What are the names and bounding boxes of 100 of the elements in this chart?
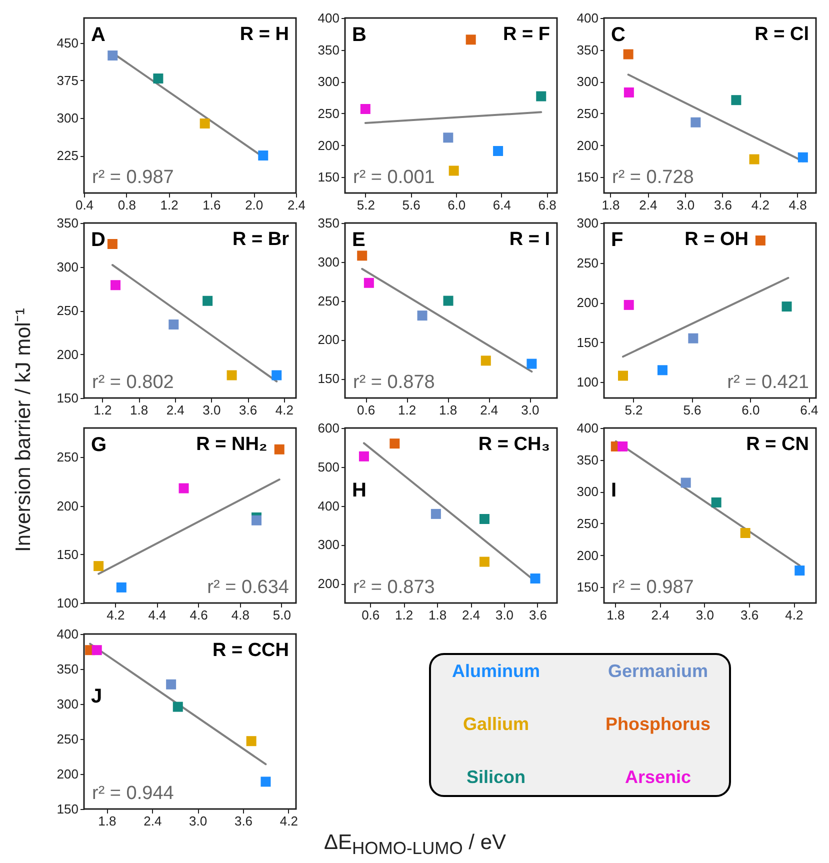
y-tick-label: 350 [318, 216, 340, 230]
point [782, 302, 792, 312]
point [92, 645, 102, 656]
point [443, 132, 454, 143]
y-tick-label: 350 [576, 42, 598, 58]
x-tick-label: 1.8 [606, 608, 625, 622]
y-tick-label: 250 [576, 106, 598, 121]
x-tick-label: 3.6 [528, 608, 548, 622]
y-tick-label: 350 [56, 216, 78, 230]
x-tick-label: 3.0 [676, 198, 695, 212]
y-tick-label: 200 [56, 346, 78, 362]
point [430, 508, 441, 519]
y-tick-label: 375 [56, 73, 78, 88]
y-tick-label: 500 [318, 459, 340, 474]
x-tick-label: 1.2 [160, 198, 178, 212]
point [448, 166, 459, 176]
y-tick-label: 350 [318, 42, 340, 58]
x-tick-label: 1.2 [395, 608, 414, 622]
y-tick-label: 300 [576, 484, 598, 500]
point [749, 154, 760, 164]
x-tick-label: 3.0 [189, 814, 208, 828]
point [116, 582, 126, 592]
x-tick-label: 2.0 [245, 198, 264, 212]
x-tick-label: 6.4 [800, 402, 818, 418]
y-tick-label: 100 [56, 596, 78, 610]
chart-title: R = F [503, 24, 550, 45]
annotation: r² = 0.634 [207, 577, 290, 598]
point [688, 333, 698, 344]
chart-title: R = NH₂ [196, 434, 268, 455]
chart-title: R = I [509, 229, 550, 250]
x-axis-title: ΔE$_{HOMO-LUMO}$ / eV [324, 830, 506, 860]
y-tick-label: 250 [56, 450, 78, 465]
x-tick-label: 3.6 [234, 814, 253, 828]
y-tick-label: 150 [576, 170, 598, 185]
x-tick-label: 1.2 [398, 402, 416, 418]
y-tick-label: 250 [576, 516, 598, 531]
y-tick-label: 300 [576, 74, 598, 90]
x-tick-label: 1.8 [98, 814, 116, 828]
point [360, 104, 370, 114]
y-tick-label: 200 [576, 138, 598, 153]
point [226, 370, 237, 380]
point [755, 236, 766, 246]
x-tick-label: 1.8 [439, 402, 458, 418]
point [466, 34, 476, 45]
point [711, 497, 722, 508]
chart-title: R = Br [232, 229, 290, 250]
annotation: G [91, 434, 107, 456]
annotation: r² = 0.987 [92, 167, 174, 188]
point [731, 95, 742, 106]
x-tick-label: 4.4 [148, 608, 166, 622]
point [794, 566, 805, 576]
point [94, 561, 104, 572]
y-tick-label: 300 [56, 696, 78, 712]
chart-title: R = H [240, 24, 289, 45]
point [390, 438, 400, 449]
y-tick-label: 150 [56, 546, 78, 562]
y-tick-label: 150 [318, 371, 340, 386]
y-tick-label: 200 [56, 498, 78, 514]
chart-title: R = Cl [754, 24, 809, 45]
chart-title: R = CH₃ [478, 434, 550, 455]
x-tick-label: 1.8 [130, 402, 148, 418]
y-tick-label: 300 [318, 254, 340, 270]
x-tick-label: 6.0 [448, 198, 466, 212]
annotation: r² = 0.987 [612, 577, 694, 598]
x-tick-label: 4.2 [106, 608, 125, 622]
y-tick-label: 300 [318, 74, 340, 90]
x-tick-label: 5.2 [356, 198, 375, 212]
point [530, 574, 540, 584]
point [110, 280, 120, 290]
x-tick-label: 1.6 [202, 198, 221, 212]
y-tick-label: 200 [576, 548, 598, 563]
annotation: r² = 0.421 [727, 372, 809, 393]
text: Silicon [466, 767, 526, 787]
point [680, 478, 691, 488]
chart-title: R = CCH [212, 640, 289, 661]
y-tick-label: 150 [56, 802, 78, 816]
x-tick-label: 4.2 [751, 198, 770, 212]
x-tick-label: 4.6 [190, 608, 208, 622]
y-tick-label: 200 [318, 576, 340, 592]
annotation: r² = 0.001 [353, 167, 435, 188]
x-tick-label: 2.4 [287, 198, 306, 212]
point [166, 679, 176, 690]
point [690, 117, 701, 128]
point [536, 91, 546, 102]
annotation: J [91, 686, 102, 708]
y-tick-label: 300 [576, 216, 598, 230]
point [417, 310, 428, 321]
point [479, 514, 490, 524]
y-tick-label: 300 [318, 537, 340, 552]
x-tick-label: 0.6 [362, 608, 380, 622]
point [624, 87, 634, 98]
chart-title: R = CN [746, 434, 809, 455]
y-tick-label: 150 [576, 580, 598, 595]
point [480, 356, 491, 366]
annotation: r² = 0.944 [92, 783, 174, 804]
y-tick-label: 250 [576, 255, 598, 270]
point [274, 444, 284, 454]
x-tick-label: 0.4 [75, 198, 94, 212]
point [618, 370, 628, 381]
text: Phosphorus [605, 714, 711, 734]
